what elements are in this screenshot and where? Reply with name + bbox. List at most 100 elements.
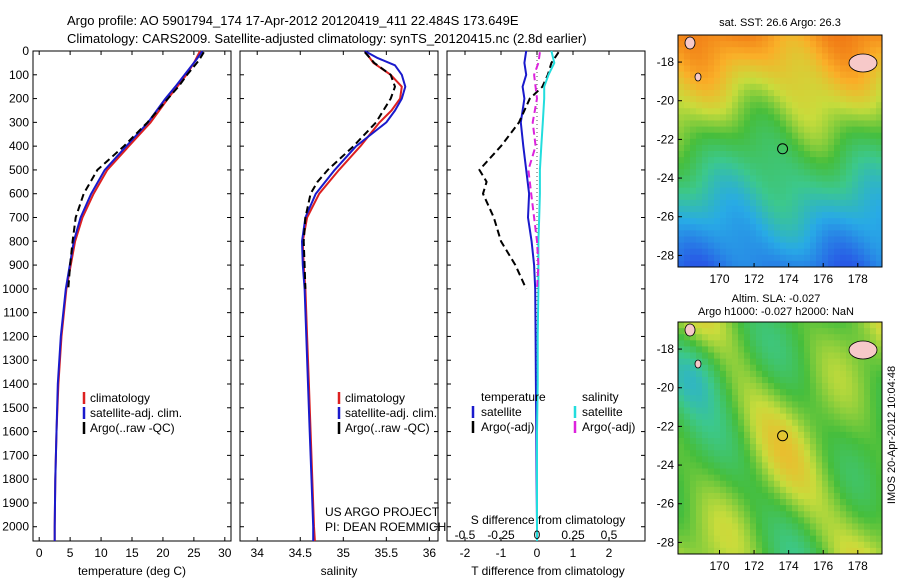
heatmap-cell — [852, 322, 859, 329]
heatmap-cell — [780, 499, 787, 506]
heatmap-cell — [822, 419, 829, 427]
difference-panel: -2 -1 0 1 2 temperature satellite Argo(-adj)… — [446, 50, 646, 578]
heatmap-cell — [834, 322, 841, 329]
heatmap-cell — [798, 199, 805, 207]
heatmap-cell — [840, 41, 847, 48]
heatmap-cell — [852, 480, 859, 488]
heatmap-cell — [684, 462, 691, 469]
heatmap-cell — [726, 492, 733, 500]
heatmap-cell — [828, 456, 835, 463]
heatmap-cell — [816, 35, 823, 42]
heatmap-cell — [720, 462, 727, 469]
heatmap-cell — [864, 138, 871, 146]
heatmap-cell — [846, 205, 853, 213]
heatmap-cell — [846, 535, 853, 543]
heatmap-cell — [864, 169, 871, 176]
heatmap-cell — [822, 376, 829, 384]
heatmap-cell — [702, 132, 709, 140]
heatmap-cell — [744, 199, 751, 207]
heatmap-cell — [858, 401, 865, 408]
heatmap-cell — [720, 383, 727, 390]
heatmap-cell — [762, 462, 769, 469]
heatmap-cell — [858, 523, 865, 530]
heatmap-cell — [792, 35, 799, 42]
heatmap-cell — [762, 389, 769, 396]
heatmap-cell — [804, 499, 811, 506]
heatmap-cell — [876, 547, 882, 554]
heatmap-cell — [786, 193, 793, 201]
heatmap-cell — [774, 389, 781, 396]
heatmap-cell — [786, 376, 793, 384]
heatmap-cell — [852, 511, 859, 518]
heatmap-cell — [840, 499, 847, 506]
heatmap-cell — [792, 175, 799, 182]
heatmap-cell — [678, 395, 685, 402]
heatmap-cell — [828, 120, 835, 127]
heatmap-cell — [690, 462, 697, 469]
heatmap-cell — [780, 425, 787, 433]
heatmap-cell — [678, 144, 685, 152]
legend-argo: Argo(..raw -QC) — [90, 421, 175, 435]
heatmap-cell — [678, 138, 685, 146]
heatmap-cell — [756, 395, 763, 402]
heatmap-cell — [726, 242, 733, 250]
heatmap-cell — [780, 419, 787, 427]
heatmap-cell — [810, 96, 817, 103]
heatmap-cell — [684, 535, 691, 543]
heatmap-cell — [876, 322, 882, 329]
heatmap-cell — [840, 511, 847, 518]
heatmap-cell — [720, 517, 727, 524]
heatmap-cell — [834, 132, 841, 140]
heatmap-cell — [726, 71, 733, 79]
heatmap-cell — [762, 132, 769, 140]
heatmap-cell — [792, 389, 799, 396]
heatmap-cell — [720, 364, 727, 372]
heatmap-cell — [702, 248, 709, 256]
heatmap-cell — [762, 511, 769, 518]
heatmap-cell — [876, 352, 882, 360]
heatmap-cell — [846, 547, 853, 554]
heatmap-cell — [876, 328, 882, 335]
x-tick-label: 0 — [36, 546, 43, 560]
heatmap-cell — [834, 83, 841, 91]
heatmap-cell — [684, 120, 691, 127]
heatmap-cell — [684, 242, 691, 250]
heatmap-cell — [726, 334, 733, 341]
heatmap-cell — [834, 389, 841, 396]
heatmap-cell — [750, 199, 757, 207]
heatmap-cell — [816, 212, 823, 219]
heatmap-cell — [738, 395, 745, 402]
s-tick-label: 0 — [534, 528, 541, 542]
heatmap-cell — [852, 438, 859, 445]
heatmap-cell — [822, 523, 829, 530]
heatmap-cell — [804, 224, 811, 231]
heatmap-cell — [804, 169, 811, 176]
heatmap-cell — [774, 151, 781, 158]
heatmap-cell — [744, 181, 751, 189]
heatmap-cell — [774, 96, 781, 103]
heatmap-cell — [846, 193, 853, 201]
heatmap-cell — [822, 151, 829, 158]
heatmap-cell — [840, 389, 847, 396]
heatmap-cell — [780, 157, 787, 164]
heatmap-cell — [762, 425, 769, 433]
heatmap-cell — [810, 89, 817, 97]
heatmap-cell — [762, 218, 769, 225]
depth-axis: 0100200300400500600700800900100011001200… — [2, 44, 29, 534]
heatmap-cell — [774, 35, 781, 42]
heatmap-cell — [792, 468, 799, 476]
heatmap-cell — [804, 53, 811, 60]
heatmap-cell — [762, 505, 769, 512]
heatmap-cell — [840, 370, 847, 378]
heatmap-cell — [876, 383, 882, 390]
heatmap-cell — [858, 547, 865, 554]
x-tick-label: 35 — [337, 546, 351, 560]
heatmap-cell — [750, 547, 757, 554]
heatmap-cell — [708, 462, 715, 469]
heatmap-cell — [810, 431, 817, 439]
heatmap-cell — [792, 181, 799, 189]
heatmap-cell — [720, 144, 727, 152]
heatmap-cell — [858, 242, 865, 250]
heatmap-cell — [732, 413, 739, 421]
heatmap-cell — [792, 523, 799, 530]
